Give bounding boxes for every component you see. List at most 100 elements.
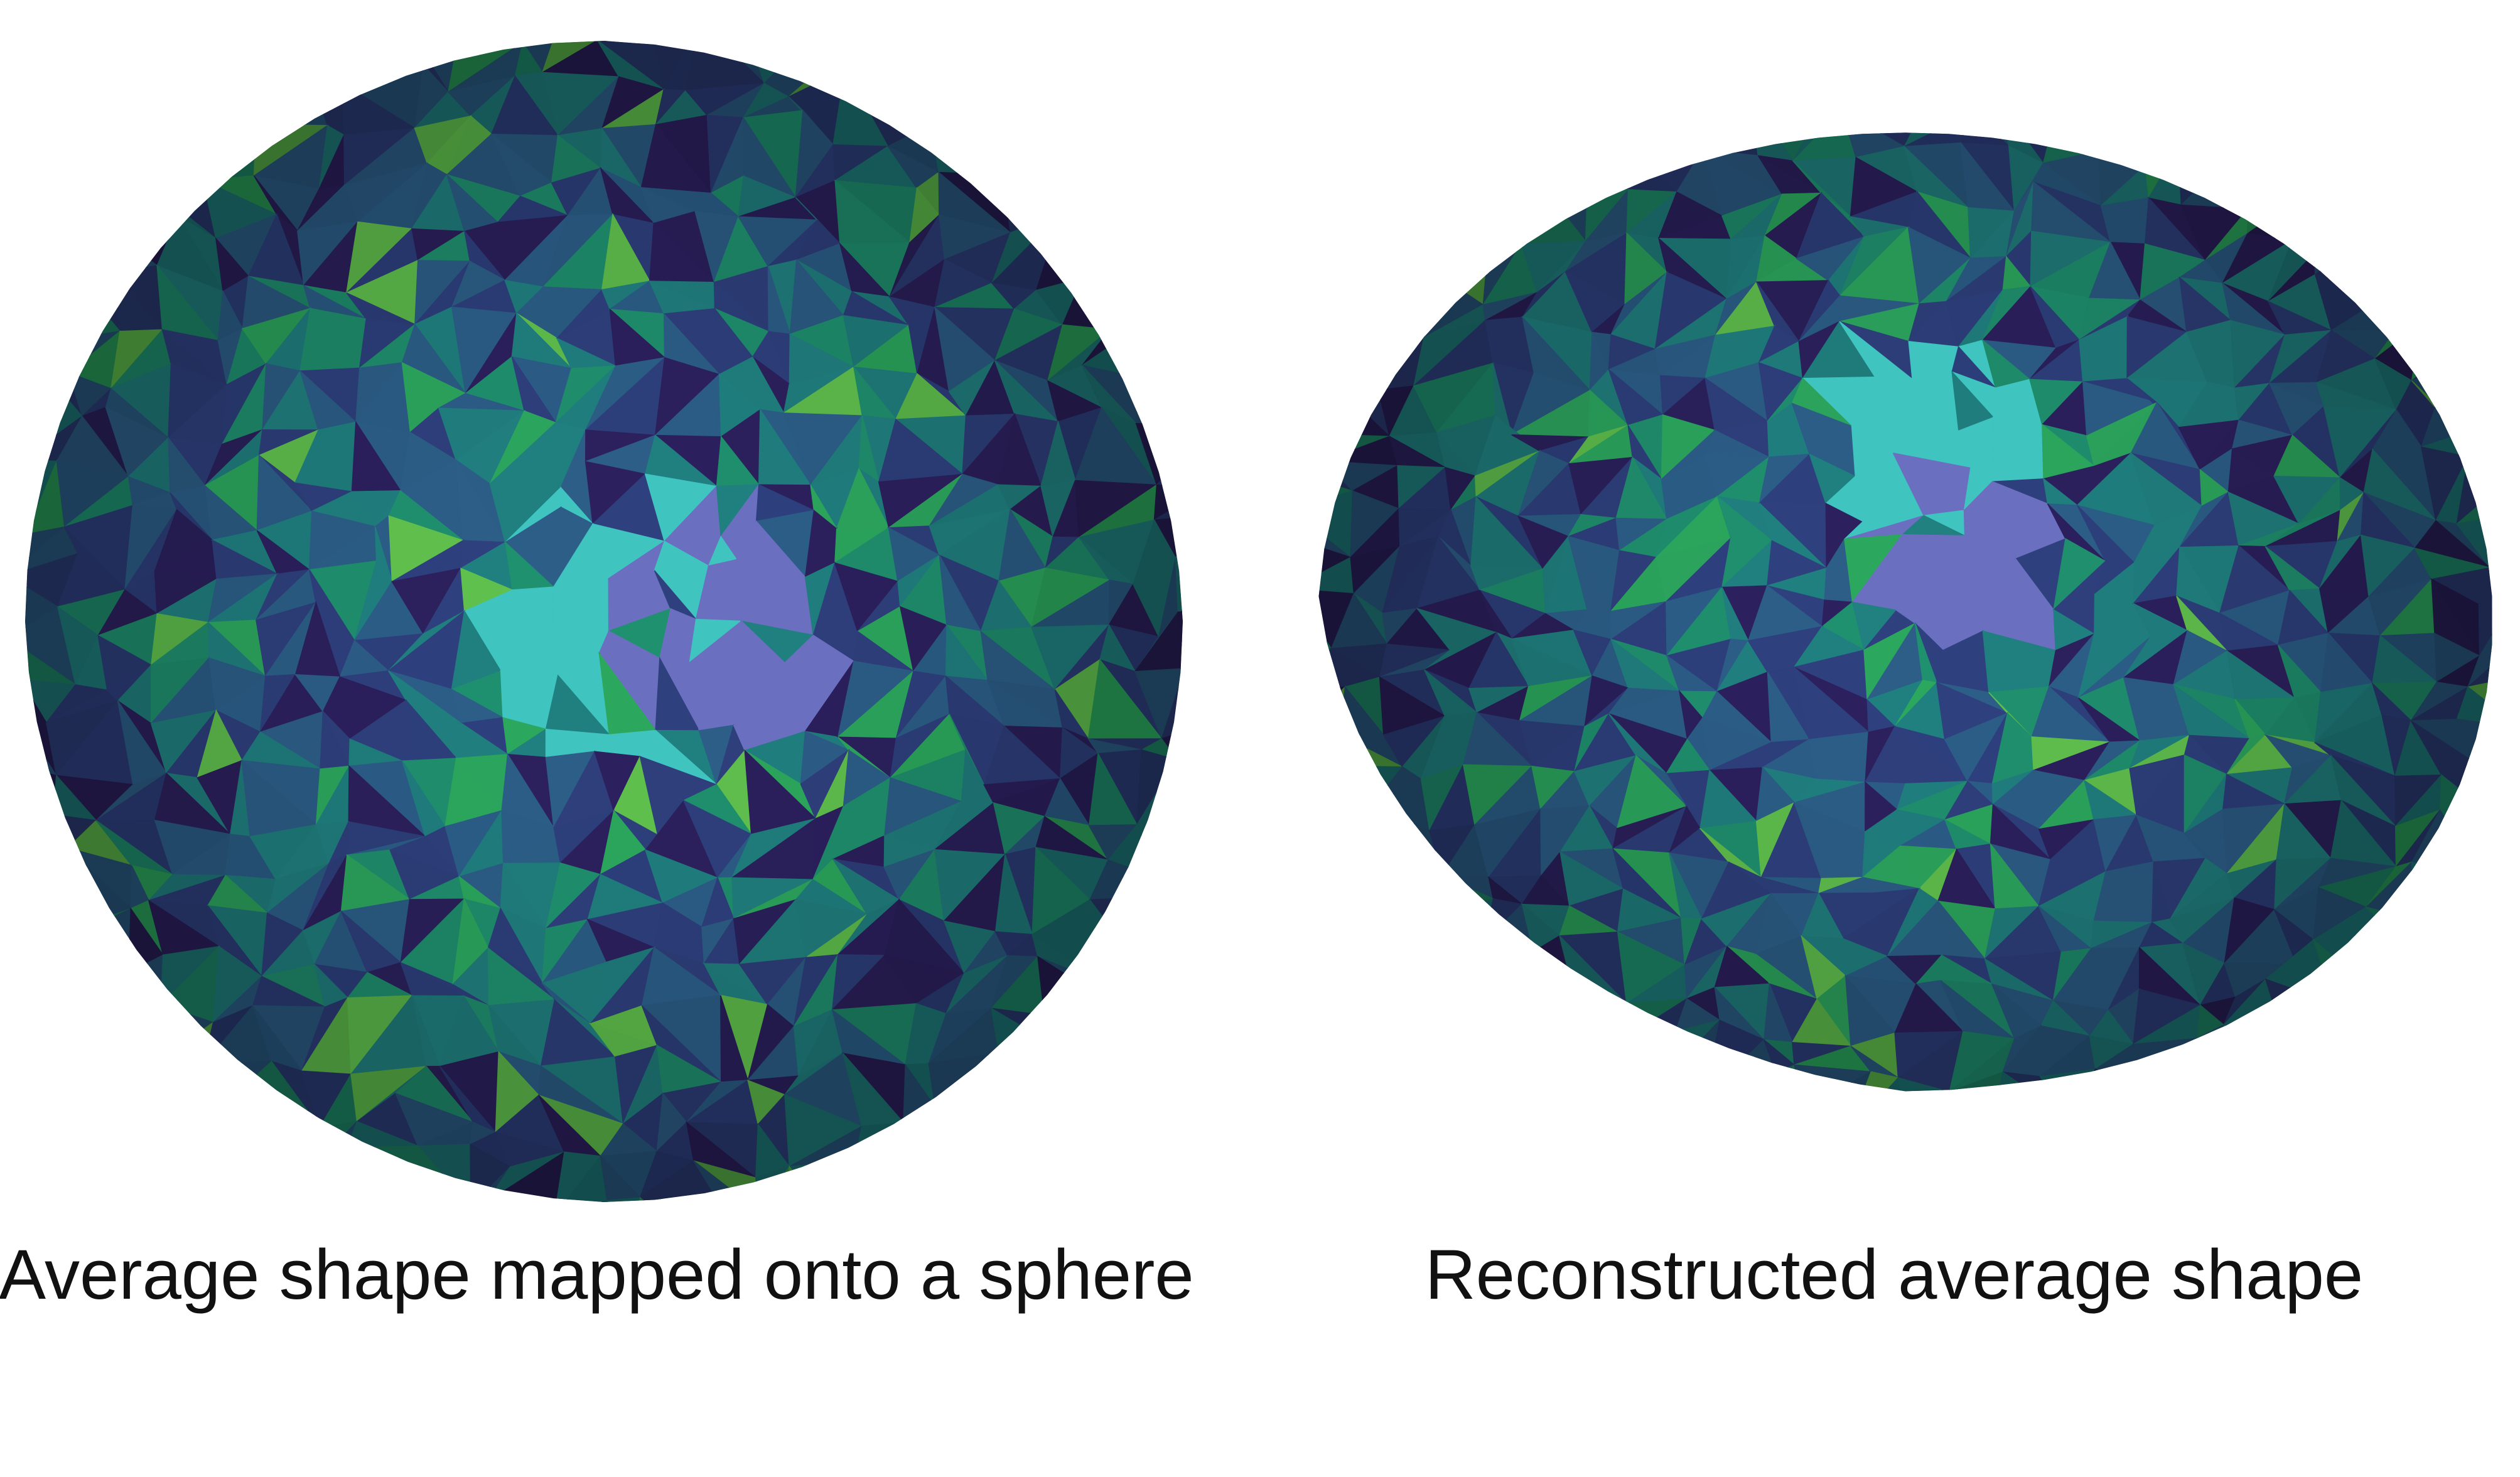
mesh-facet	[1185, 97, 1241, 126]
mesh-facet	[1951, 1135, 1990, 1170]
mesh-facet	[0, 433, 22, 465]
mesh-facet	[25, 133, 72, 165]
mesh-facet	[2392, 23, 2426, 73]
mesh-facet	[1176, 1196, 1183, 1202]
mesh-facet	[1136, 812, 1183, 880]
mesh-facet	[2183, 1068, 2221, 1092]
mesh-facet	[2484, 23, 2520, 78]
mesh-facet	[1160, 311, 1183, 373]
mesh-facet	[25, 41, 30, 77]
mesh-facet	[25, 945, 30, 1002]
mesh-facet	[1175, 1149, 1183, 1202]
mesh-facet	[1905, 1090, 1952, 1092]
mesh-facet	[2469, 132, 2492, 161]
mesh-facet	[154, 1107, 223, 1160]
mesh-facet	[2471, 943, 2492, 984]
mesh-facet	[1990, 23, 2044, 64]
mesh-facet	[46, 0, 116, 13]
mesh-facet	[1318, 132, 1331, 163]
mesh-facet	[1156, 996, 1183, 1075]
mesh-facet	[2177, 132, 2256, 160]
mesh-facet	[0, 1108, 24, 1156]
mesh-facet	[1753, 1063, 1804, 1092]
mesh-facet	[1570, 1112, 1609, 1170]
mesh-facet	[2467, 62, 2520, 98]
mesh-facet	[25, 1093, 83, 1177]
mesh-facet	[0, 997, 19, 1061]
mesh-facet	[1318, 380, 1351, 436]
mesh-facet	[2337, 23, 2394, 79]
mesh-facet	[0, 0, 23, 29]
mesh-facet	[2311, 1068, 2397, 1092]
mesh-facet	[937, 109, 1004, 176]
mesh-facet	[2411, 323, 2490, 382]
mesh-facet	[1147, 1092, 1183, 1171]
mesh-facet	[163, 1214, 214, 1224]
mesh-facet	[2340, 1135, 2396, 1169]
mesh-facet	[1104, 118, 1124, 185]
mesh-facet	[1344, 238, 1386, 284]
mesh-facet	[1051, 0, 1079, 28]
mesh-facet	[25, 908, 63, 979]
mesh-facet	[1701, 132, 1759, 156]
mesh-facet	[412, 0, 468, 19]
mesh-facet	[162, 1021, 214, 1066]
mesh-facet	[72, 1201, 121, 1202]
mesh-facet	[2482, 772, 2492, 810]
mesh-facet	[2480, 807, 2492, 879]
mesh-facet	[834, 1142, 892, 1202]
mesh-facet	[1195, 126, 1241, 193]
mesh-facet	[56, 1147, 121, 1202]
mesh-facet	[25, 1201, 81, 1202]
mesh-facet	[25, 1059, 83, 1123]
mesh-facet	[1110, 966, 1158, 1004]
mesh-facet	[2104, 1131, 2152, 1169]
mesh-facet	[487, 41, 566, 43]
mesh-facet	[1176, 1150, 1183, 1202]
mesh-facet	[48, 972, 129, 1024]
mesh-facet	[1449, 1027, 1498, 1083]
mesh-facet	[2472, 726, 2492, 775]
mesh-facet	[1123, 122, 1183, 188]
mesh-facet	[1151, 177, 1183, 237]
mesh-facet	[2049, 78, 2091, 117]
mesh-facet	[161, 41, 208, 99]
mesh-facet	[164, 1214, 214, 1224]
mesh-facet	[1138, 186, 1183, 237]
mesh-facet	[2467, 23, 2520, 78]
mesh-facet	[934, 1105, 1004, 1168]
mesh-facet	[0, 163, 1, 209]
mesh-facet	[2456, 325, 2492, 377]
mesh-facet	[2100, 132, 2146, 166]
mesh-facet	[1160, 812, 1183, 879]
mesh-facet	[61, 122, 112, 165]
mesh-facet	[45, 908, 132, 974]
mesh-facet	[1561, 23, 1630, 55]
mesh-facet	[241, 41, 304, 66]
mesh-facet	[1318, 161, 1330, 193]
mesh-facet	[25, 749, 29, 819]
mesh-facet	[2202, 1120, 2228, 1170]
mesh-facet	[2457, 323, 2492, 362]
mesh-facet	[2091, 23, 2145, 78]
mesh-facet	[1472, 1137, 1523, 1169]
mesh-facet	[1136, 749, 1178, 825]
mesh-facet	[2464, 431, 2492, 471]
mesh-facet	[902, 1105, 951, 1169]
mesh-facet	[989, 42, 1040, 67]
mesh-facet	[2484, 247, 2492, 304]
mesh-facet	[25, 134, 26, 189]
mesh-facet	[2411, 861, 2482, 908]
mesh-facet	[904, 41, 956, 95]
mesh-facet	[1431, 196, 1491, 245]
mesh-facet	[1712, 1112, 1763, 1169]
mesh-facet	[1057, 179, 1109, 214]
mesh-facet	[0, 1122, 24, 1164]
mesh-facet	[2420, 294, 2485, 325]
mesh-facet	[1382, 244, 1433, 284]
mesh-facet	[25, 41, 50, 48]
mesh-facet	[2312, 938, 2384, 1004]
mesh-facet	[1322, 804, 1373, 856]
mesh-facet	[1033, 65, 1106, 120]
mesh-facet	[1710, 1072, 1776, 1092]
